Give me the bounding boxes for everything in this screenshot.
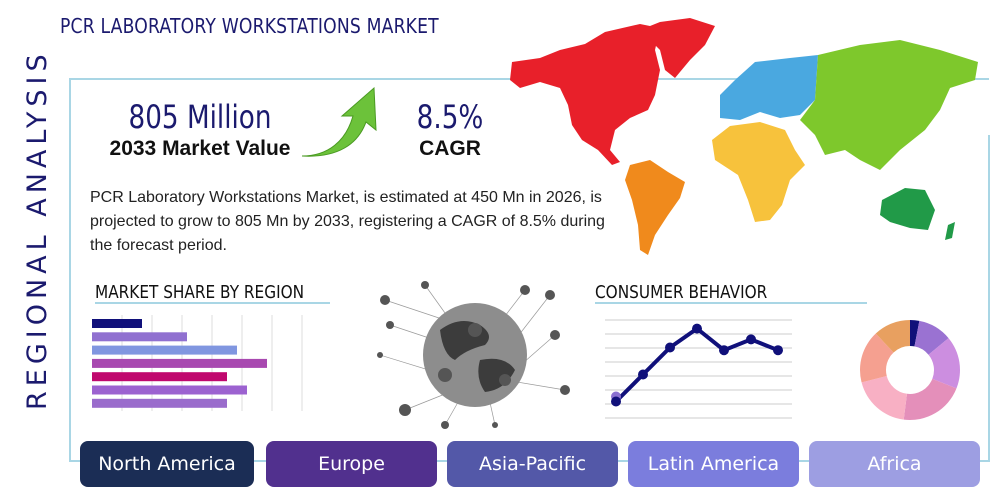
map-south-america	[625, 160, 685, 255]
donut-slice	[928, 338, 960, 389]
bar	[92, 345, 237, 355]
region-button-latin-america[interactable]: Latin America	[628, 441, 799, 487]
consumer-behavior-line-chart	[605, 319, 792, 419]
donut-slice	[875, 320, 910, 353]
region-button-europe[interactable]: Europe	[266, 441, 437, 487]
bar	[92, 398, 227, 408]
cagr-label: CAGR	[419, 137, 481, 160]
map-europe	[720, 55, 818, 120]
line-point	[773, 345, 783, 356]
line-point	[692, 323, 702, 334]
region-button-africa[interactable]: Africa	[809, 441, 980, 487]
donut-slice	[914, 320, 949, 355]
map-north-america	[510, 24, 660, 165]
map-africa	[712, 122, 805, 222]
world-map	[510, 18, 978, 255]
market-share-rule	[95, 302, 330, 304]
market-value: 805 Million	[128, 98, 272, 136]
market-description: PCR Laboratory Workstations Market, is e…	[90, 189, 605, 254]
bar	[92, 385, 247, 395]
market-value-label: 2033 Market Value	[109, 137, 291, 160]
globe	[423, 303, 527, 407]
market-share-bar-chart	[92, 315, 303, 411]
map-greenland	[640, 18, 715, 78]
consumer-behavior-rule	[595, 302, 867, 304]
globe-network-image	[377, 281, 570, 429]
growth-arrow-icon	[301, 86, 377, 157]
consumer-behavior-heading: CONSUMER BEHAVIOR	[595, 282, 768, 303]
line-point	[746, 334, 756, 345]
donut-slice	[861, 375, 907, 420]
map-australia	[880, 188, 935, 230]
market-share-heading: MARKET SHARE BY REGION	[95, 282, 305, 303]
region-button-north-america[interactable]: North America	[80, 441, 254, 487]
line-point	[611, 396, 621, 407]
line-point	[638, 369, 648, 380]
region-button-asia-pacific[interactable]: Asia-Pacific	[447, 441, 618, 487]
cagr-value: 8.5%	[416, 98, 484, 136]
page-title: PCR LABORATORY WORKSTATIONS MARKET	[60, 14, 439, 38]
donut-slice	[903, 378, 957, 420]
consumer-behavior-donut-chart	[860, 320, 960, 420]
bar	[92, 358, 267, 368]
line-point	[665, 342, 675, 353]
donut-slice	[860, 333, 894, 383]
donut-slice	[910, 320, 920, 347]
bar	[92, 332, 187, 342]
line-point	[719, 345, 729, 356]
map-new-zealand	[945, 222, 955, 240]
map-asia	[800, 40, 978, 170]
bar	[92, 372, 227, 382]
content-frame-right	[988, 135, 990, 462]
bar	[92, 319, 142, 328]
